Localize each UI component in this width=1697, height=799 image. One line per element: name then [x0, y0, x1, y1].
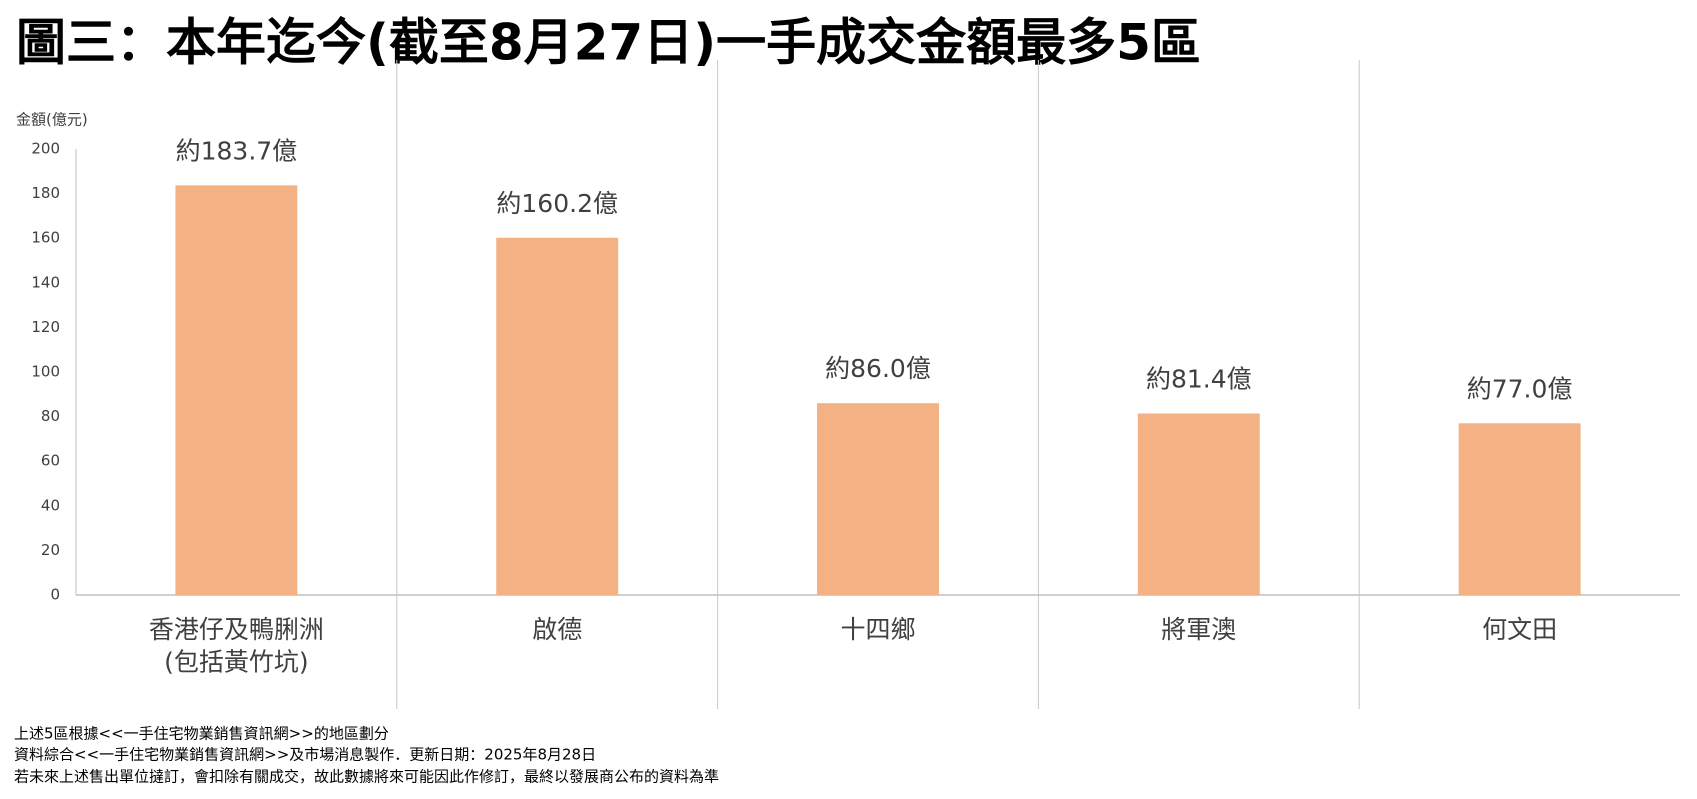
y-tick-label: 200 — [31, 140, 60, 158]
x-tick-label: 十四鄉 — [840, 615, 915, 644]
data-label: 約81.4億 — [1146, 364, 1252, 393]
y-tick-label: 80 — [41, 407, 60, 425]
footnote: 資料綜合<<一手住宅物業銷售資訊網>>及市場消息製作．更新日期：2025年8月2… — [14, 746, 596, 764]
footnote: 若未來上述售出單位撻訂，會扣除有關成交，故此數據將來可能因此作修訂，最終以發展商… — [14, 768, 719, 786]
data-label: 約86.0億 — [825, 354, 931, 383]
bar — [496, 237, 619, 595]
x-tick-label: 啟德 — [532, 615, 582, 644]
y-tick-label: 100 — [31, 363, 60, 381]
y-tick-label: 120 — [31, 318, 60, 336]
bar — [1137, 413, 1260, 595]
y-tick-label: 40 — [41, 496, 60, 514]
y-tick-label: 20 — [41, 541, 60, 559]
bar — [817, 403, 939, 595]
bar — [1458, 423, 1581, 595]
data-label: 約77.0億 — [1467, 374, 1573, 403]
y-tick-label: 140 — [31, 273, 60, 291]
y-tick-label: 160 — [31, 229, 60, 247]
x-tick-label: 何文田 — [1482, 615, 1557, 644]
y-tick-label: 180 — [31, 184, 60, 202]
x-tick-label: 將軍澳 — [1161, 615, 1236, 644]
data-label: 約160.2億 — [496, 189, 618, 218]
chart-title: 圖三：本年迄今(截至8月27日)一手成交金額最多5區 — [16, 14, 1201, 72]
x-tick-label: 香港仔及鴨脷洲(包括黃竹坑) — [149, 615, 324, 677]
data-label: 約183.7億 — [176, 136, 298, 165]
footnote: 上述5區根據<<一手住宅物業銷售資訊網>>的地區劃分 — [14, 725, 389, 743]
bar — [175, 185, 298, 595]
y-tick-label: 0 — [50, 586, 60, 604]
y-tick-label: 60 — [41, 452, 60, 470]
y-axis-label: 金額(億元) — [16, 111, 88, 129]
